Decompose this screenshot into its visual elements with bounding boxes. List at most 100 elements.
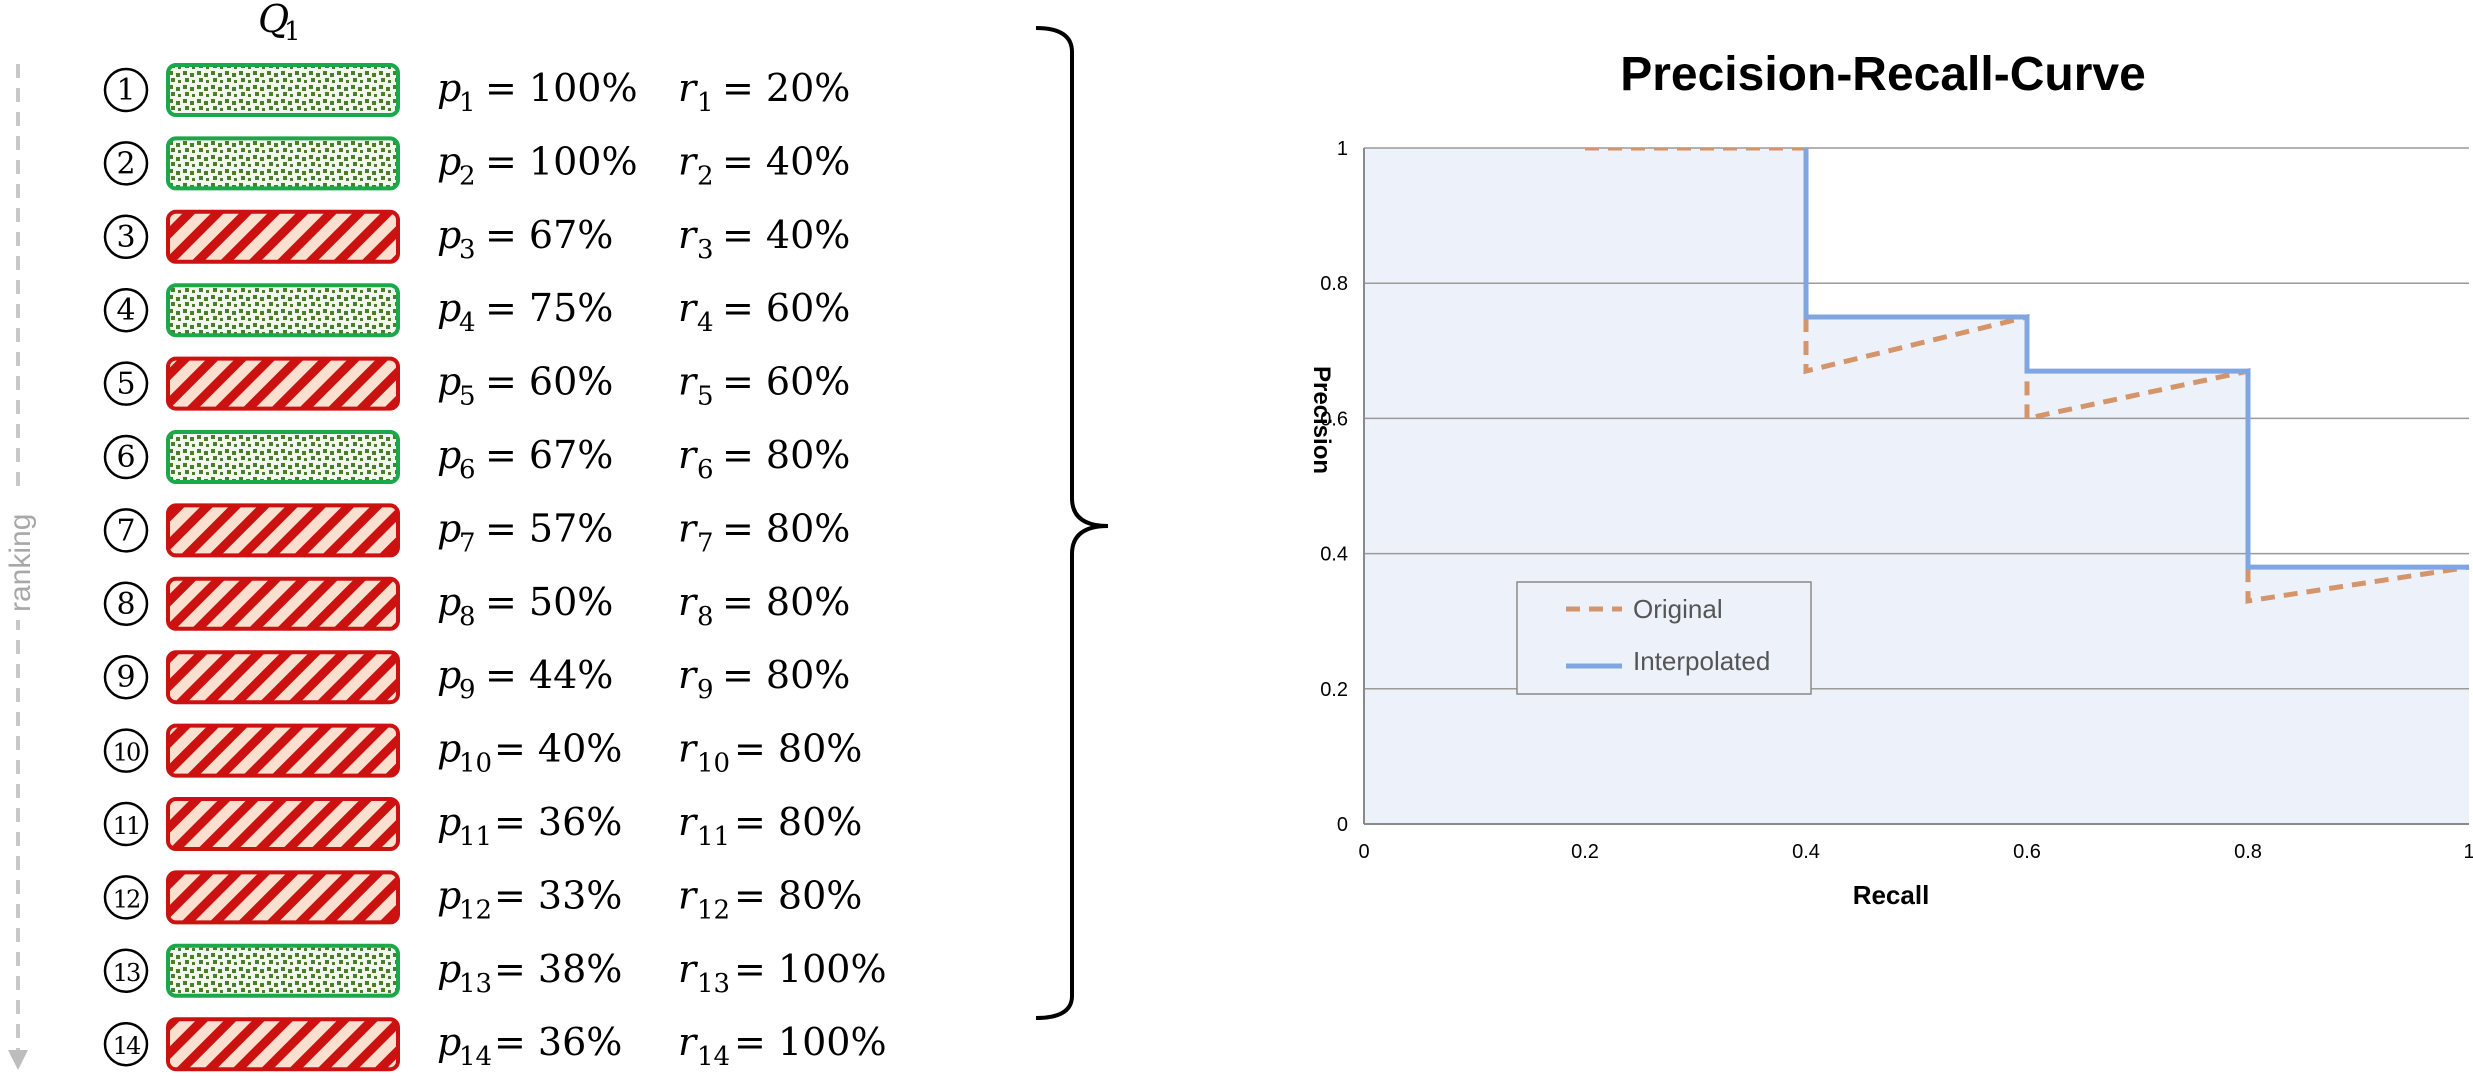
recall-symbol: r bbox=[678, 580, 699, 624]
rank-number: 10 bbox=[113, 739, 140, 767]
rank-circle bbox=[103, 1021, 149, 1067]
relevant-document bbox=[166, 430, 400, 484]
irrelevant-document bbox=[166, 209, 400, 264]
precision-value: = 50% bbox=[485, 580, 613, 624]
x-tick-label: 0.4 bbox=[1792, 841, 1820, 863]
rank-number: 2 bbox=[116, 146, 135, 181]
precision-symbol: p bbox=[437, 1020, 461, 1064]
rank-circle bbox=[103, 141, 149, 186]
result-row: 11 p11 = 36% r 11 = 80% bbox=[103, 797, 862, 852]
ranking-label-backdrop bbox=[2, 488, 34, 620]
recall-symbol: r bbox=[678, 286, 699, 330]
precision-subscript: 1 bbox=[459, 88, 476, 118]
legend-label-original: Original bbox=[1633, 594, 1723, 624]
recall-subscript: 2 bbox=[697, 161, 714, 191]
recall-subscript: 8 bbox=[697, 602, 714, 632]
precision-recall-chart: Precision-Recall-Curve 0 0.2 0.4 0.6 0.8 1 0 0.… bbox=[1308, 48, 2473, 910]
right-brace bbox=[1035, 26, 1109, 1020]
precision-symbol: p bbox=[437, 66, 461, 110]
rank-circle bbox=[103, 287, 149, 333]
precision-value: = 40% bbox=[494, 727, 622, 771]
precision-subscript: 3 bbox=[459, 235, 476, 265]
result-row: 7 p7 = 57% r 7 = 80% bbox=[103, 503, 850, 558]
recall-subscript: 10 bbox=[697, 749, 730, 779]
plot-area bbox=[1364, 148, 2469, 824]
rank-circle bbox=[103, 434, 149, 480]
precision-subscript: 12 bbox=[459, 895, 492, 925]
rank-number: 3 bbox=[116, 220, 135, 255]
result-row: 9 p9 = 44% r 9 = 80% bbox=[103, 650, 850, 705]
precision-subscript: 6 bbox=[459, 455, 476, 485]
precision-symbol: p bbox=[437, 360, 461, 404]
result-row: 2 p2 = 100% r 2 = 40% bbox=[103, 136, 850, 191]
recall-subscript: 4 bbox=[697, 308, 714, 338]
rank-number: 1 bbox=[116, 73, 135, 108]
rank-circle bbox=[103, 508, 149, 553]
y-tick-label: 0.4 bbox=[1320, 544, 1348, 566]
rank-circle bbox=[103, 214, 149, 260]
precision-subscript: 9 bbox=[459, 675, 476, 705]
precision-value: = 67% bbox=[485, 433, 613, 477]
recall-value: = 80% bbox=[722, 653, 850, 697]
recall-subscript: 6 bbox=[697, 455, 714, 485]
recall-subscript: 9 bbox=[697, 675, 714, 705]
irrelevant-document bbox=[166, 870, 400, 925]
irrelevant-document bbox=[166, 723, 400, 778]
result-row: 3 p3 = 67% r 3 = 40% bbox=[103, 209, 850, 265]
recall-symbol: r bbox=[678, 433, 699, 477]
recall-value: = 80% bbox=[722, 506, 850, 550]
result-row: 1 p1 = 100% r 1 = 20% bbox=[103, 63, 850, 118]
recall-value: = 80% bbox=[722, 433, 850, 477]
recall-subscript: 13 bbox=[697, 969, 730, 999]
precision-symbol: p bbox=[437, 139, 461, 183]
rank-number: 8 bbox=[116, 587, 135, 622]
recall-value: = 40% bbox=[722, 213, 850, 257]
rank-number: 14 bbox=[113, 1032, 141, 1060]
relevant-document bbox=[166, 136, 400, 191]
rank-number: 4 bbox=[116, 293, 135, 328]
recall-symbol: r bbox=[678, 213, 699, 257]
precision-symbol: p bbox=[437, 213, 461, 257]
rank-circle bbox=[103, 67, 149, 113]
relevant-document bbox=[166, 63, 400, 117]
rank-circle bbox=[103, 581, 149, 627]
recall-symbol: r bbox=[678, 1020, 699, 1064]
series-lines bbox=[1585, 148, 2470, 604]
precision-value: = 60% bbox=[485, 360, 613, 404]
rank-circle bbox=[103, 728, 149, 773]
ranking-panel: Q 1 ranking 1 p1 = 100% r 1 = 20%2 p2 = 100% r 2 =… bbox=[2, 0, 1109, 1072]
irrelevant-document bbox=[166, 356, 400, 411]
precision-subscript: 7 bbox=[459, 528, 476, 558]
result-row: 14 p14 = 36% r 14 = 100% bbox=[103, 1017, 887, 1072]
tick-labels: 0 0.2 0.4 0.6 0.8 1 0 0.2 0.4 0.6 0.8 1 bbox=[1320, 138, 2473, 863]
gridlines bbox=[1364, 147, 2469, 690]
recall-value: = 20% bbox=[722, 66, 850, 110]
recall-value: = 80% bbox=[734, 873, 862, 917]
axes bbox=[1363, 148, 2469, 825]
recall-value: = 80% bbox=[734, 727, 862, 771]
result-row: 13 p13 = 38% r 13 = 100% bbox=[103, 943, 887, 999]
precision-symbol: p bbox=[437, 580, 461, 624]
rank-circle bbox=[103, 361, 149, 406]
x-tick-label: 0.2 bbox=[1571, 841, 1599, 863]
precision-value: = 33% bbox=[494, 873, 622, 917]
recall-subscript: 3 bbox=[697, 235, 714, 265]
y-tick-label: 0.8 bbox=[1320, 273, 1348, 295]
recall-value: = 60% bbox=[722, 286, 850, 330]
irrelevant-document bbox=[166, 1017, 400, 1072]
recall-symbol: r bbox=[678, 873, 699, 917]
result-row: 10 p10 = 40% r 10 = 80% bbox=[103, 723, 862, 779]
precision-value: = 57% bbox=[485, 506, 613, 550]
precision-symbol: p bbox=[437, 873, 461, 917]
precision-subscript: 10 bbox=[459, 749, 492, 779]
recall-symbol: r bbox=[678, 653, 699, 697]
x-tick-label: 0.6 bbox=[2013, 841, 2041, 863]
precision-subscript: 2 bbox=[459, 161, 476, 191]
recall-value: = 60% bbox=[722, 360, 850, 404]
recall-symbol: r bbox=[678, 947, 699, 991]
rank-number: 9 bbox=[116, 660, 135, 695]
result-rows: 1 p1 = 100% r 1 = 20%2 p2 = 100% r 2 = 40%3 p3 = 67%… bbox=[103, 63, 887, 1072]
recall-value: = 80% bbox=[734, 800, 862, 844]
rank-circle bbox=[103, 801, 149, 847]
rank-circle bbox=[103, 948, 149, 994]
